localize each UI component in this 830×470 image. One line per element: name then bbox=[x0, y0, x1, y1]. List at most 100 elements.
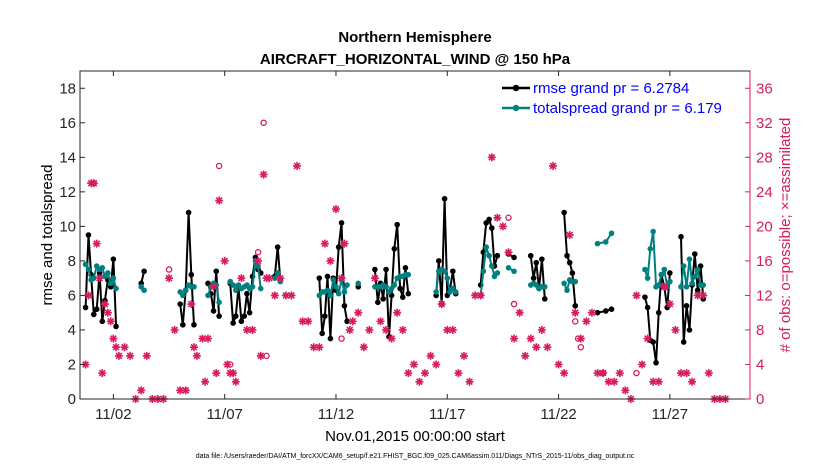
obs-assimilated-marker bbox=[421, 369, 430, 378]
totalspread-point bbox=[324, 287, 331, 294]
rmse-point bbox=[99, 318, 106, 325]
asterisk-stroke bbox=[655, 378, 663, 386]
obs-assimilated-marker bbox=[465, 377, 474, 386]
asterisk-stroke bbox=[165, 274, 173, 282]
rmse-point bbox=[244, 290, 250, 297]
asterisk-stroke bbox=[638, 361, 646, 368]
rmse-point bbox=[91, 311, 97, 318]
asterisk-stroke bbox=[705, 369, 713, 377]
asterisk-stroke bbox=[143, 352, 151, 360]
asterisk-stroke bbox=[107, 317, 115, 325]
asterisk-stroke bbox=[326, 257, 334, 265]
asterisk-stroke bbox=[243, 326, 251, 334]
obs-assimilated-marker bbox=[554, 360, 563, 369]
rmse-point bbox=[402, 265, 409, 271]
rmse-point bbox=[274, 244, 281, 250]
rmse-point bbox=[82, 304, 89, 311]
rmse-point bbox=[216, 313, 222, 319]
asterisk-stroke bbox=[493, 214, 501, 222]
obs-assimilated-marker bbox=[340, 239, 349, 248]
rmse-point bbox=[399, 294, 406, 300]
obs-assimilated-marker bbox=[376, 317, 385, 326]
obs-assimilated-marker bbox=[515, 308, 524, 317]
obs-assimilated-marker bbox=[293, 161, 302, 170]
totalspread-point bbox=[655, 282, 662, 288]
obs-assimilated-marker bbox=[348, 317, 357, 326]
x-tick-label: 11/17 bbox=[429, 406, 465, 423]
totalspread-point bbox=[691, 273, 698, 280]
rmse-point bbox=[450, 268, 456, 275]
y-right-tick-label: 32 bbox=[756, 115, 773, 132]
y-tick-label: 14 bbox=[59, 149, 76, 166]
y-axis-right-label: # of obs: o=possible; ×=assimilated bbox=[777, 118, 794, 353]
totalspread-point bbox=[110, 275, 117, 281]
obs-assimilated-marker bbox=[103, 308, 112, 317]
totalspread-point bbox=[486, 252, 492, 259]
asterisk-stroke bbox=[365, 326, 373, 334]
asterisk-stroke bbox=[393, 309, 401, 317]
totalspread-point bbox=[191, 283, 197, 290]
obs-assimilated-marker bbox=[126, 351, 135, 360]
asterisk-stroke bbox=[671, 326, 679, 334]
rmse-point bbox=[488, 225, 495, 231]
rmse-point bbox=[653, 359, 659, 366]
obs-assimilated-marker bbox=[212, 369, 221, 378]
plot-background bbox=[80, 71, 750, 399]
y-right-tick-label: 20 bbox=[756, 218, 773, 235]
obs-assimilated-marker bbox=[265, 274, 274, 283]
asterisk-stroke bbox=[276, 274, 284, 282]
chart-title: Northern Hemisphere bbox=[338, 29, 491, 46]
obs-assimilated-marker bbox=[610, 377, 619, 386]
asterisk-stroke bbox=[137, 386, 145, 394]
totalspread-point bbox=[327, 292, 334, 299]
asterisk-stroke bbox=[582, 317, 590, 325]
asterisk-stroke bbox=[293, 162, 301, 170]
totalspread-point bbox=[82, 261, 89, 268]
totalspread-point bbox=[85, 266, 92, 273]
y-axis-left: 0 2 4 6 8 10 12 14 16 18 bbox=[59, 80, 85, 408]
obs-assimilated-marker bbox=[387, 334, 396, 343]
obs-assimilated-marker bbox=[209, 282, 218, 291]
asterisk-stroke bbox=[466, 378, 473, 386]
rmse-point bbox=[141, 268, 147, 275]
asterisk-stroke bbox=[360, 343, 368, 351]
totalspread-point bbox=[141, 287, 147, 294]
rmse-point bbox=[341, 302, 348, 309]
asterisk-stroke bbox=[204, 335, 212, 343]
totalspread-point bbox=[233, 287, 239, 294]
asterisk-stroke bbox=[198, 335, 206, 343]
asterisk-stroke bbox=[443, 326, 451, 334]
obs-assimilated-marker bbox=[254, 256, 263, 265]
asterisk-stroke bbox=[399, 326, 407, 334]
rmse-point bbox=[383, 266, 389, 273]
y-right-tick-label: 12 bbox=[756, 287, 773, 304]
rmse-point bbox=[441, 195, 448, 202]
obs-assimilated-marker bbox=[109, 334, 118, 343]
obs-assimilated-marker bbox=[498, 222, 507, 231]
obs-assimilated-marker bbox=[688, 377, 697, 386]
rmse-point bbox=[683, 302, 690, 309]
obs-assimilated-marker bbox=[170, 325, 179, 334]
obs-assimilated-marker bbox=[676, 369, 685, 378]
totalspread-point bbox=[344, 282, 350, 288]
rmse-point bbox=[686, 327, 693, 333]
asterisk-stroke bbox=[237, 274, 245, 282]
observation-layer bbox=[81, 119, 730, 403]
obs-assimilated-marker bbox=[415, 377, 424, 386]
obs-assimilated-marker bbox=[398, 325, 407, 334]
asterisk-stroke bbox=[104, 309, 112, 317]
rmse-point bbox=[93, 306, 100, 313]
asterisk-stroke bbox=[404, 369, 412, 377]
totalspread-point bbox=[383, 283, 389, 290]
totalspread-point bbox=[594, 240, 601, 247]
plot-area bbox=[79, 70, 751, 403]
asterisk-stroke bbox=[354, 309, 362, 317]
rmse-point bbox=[602, 308, 609, 314]
asterisk-stroke bbox=[499, 222, 507, 230]
obs-assimilated-marker bbox=[409, 360, 418, 369]
obs-assimilated-marker bbox=[504, 248, 513, 257]
asterisk-stroke bbox=[257, 352, 265, 360]
totalspread-point bbox=[480, 268, 487, 275]
rmse-point bbox=[380, 296, 386, 302]
obs-assimilated-marker bbox=[84, 291, 93, 300]
